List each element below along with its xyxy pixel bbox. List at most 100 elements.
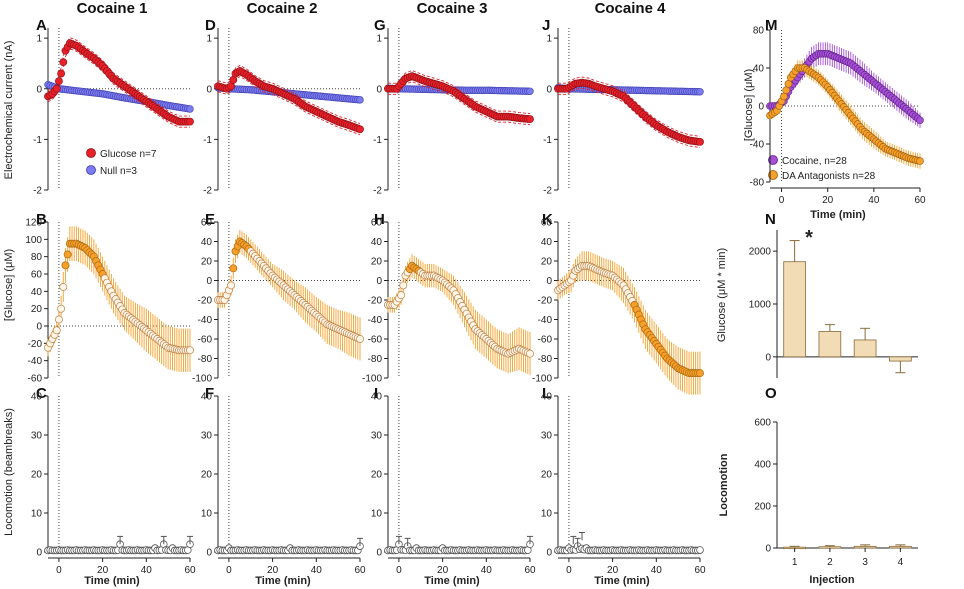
panel-J-ytick-label-0: 1 (546, 34, 552, 45)
panel-N-bar-3 (853, 339, 877, 358)
panel-H-ytick-label-0: 60 (371, 218, 383, 229)
panel-C-ytick-label-2: 20 (31, 470, 43, 481)
panel-E-ytick-label-3: 0 (206, 276, 212, 287)
panel-M-ytick-label-4: -80 (750, 178, 765, 189)
panel-A-ytick-label-0: 1 (36, 34, 42, 45)
panel-A-null-point (186, 105, 194, 113)
panel-letter-D: D (205, 17, 216, 34)
panel-M-point-1 (782, 86, 790, 94)
panel-G-glucose-point (526, 115, 534, 124)
time-xlabel-3: Time (min) (424, 575, 480, 587)
panel-G-null-point (526, 87, 534, 95)
panel-M-point-1 (784, 80, 793, 88)
panel-K-ytick-label-2: 20 (541, 257, 553, 268)
panel-I-xtick-label-2: 40 (481, 565, 493, 576)
panel-C-xtick-label-1: 20 (97, 565, 109, 576)
panel-E-ytick-label-7: -80 (198, 354, 213, 365)
panel-K-glucose-point (696, 369, 704, 378)
panel-D-null-point (356, 96, 364, 104)
panel-K-ytick-label-8: -100 (532, 374, 552, 385)
panel-K-ytick-label-4: -20 (538, 296, 553, 307)
panel-F-xtick-label-0: 0 (226, 565, 232, 576)
row1-ylabel: Electrochemical current (nA) (3, 41, 15, 180)
panel-letter-A: A (36, 17, 47, 34)
panel-A-ytick-label-1: 0 (36, 84, 42, 95)
panel-D-sem-dn (217, 76, 361, 136)
panel-K-ytick-label-7: -80 (538, 354, 553, 365)
panel-B-ytick-label-6: 0 (36, 322, 42, 333)
panel-A-glucose-point (57, 69, 66, 78)
panel-H-ytick-label-1: 40 (371, 237, 383, 248)
panel-J-sem-up (558, 76, 701, 137)
panel-B-ytick-label-0: 120 (25, 218, 42, 229)
panel-G-ytick-label-1: 0 (376, 84, 382, 95)
panel-A-ytick-label-2: -1 (33, 135, 42, 146)
panel-H-ytick-label-7: -80 (368, 354, 383, 365)
panel-O-xtick-label-3: 4 (898, 557, 904, 568)
legend-marker-glucose (86, 148, 96, 158)
panel-M-point-0 (916, 116, 924, 125)
panel-A-sem-up (47, 37, 190, 117)
time-xlabel-2: Time (min) (255, 575, 311, 587)
panel-E-ytick-label-8: -100 (192, 374, 212, 385)
panel-N-bar-1 (783, 261, 806, 358)
panel-H-ytick-label-3: 0 (376, 276, 382, 287)
plot-layer: 10-1-210-1-210-1-210-1-2120100806040200-… (25, 26, 926, 577)
panel-H-ytick-label-2: 20 (371, 257, 383, 268)
panel-M-point-1 (916, 157, 924, 165)
panel-B-glucose-point (61, 261, 70, 270)
panel-I-xtick-label-1: 20 (437, 565, 449, 576)
panel-M-xtick-label-1: 20 (822, 195, 834, 206)
panel-E-ytick-label-2: 20 (201, 257, 213, 268)
panel-A-ytick-label-3: -2 (33, 186, 42, 197)
panel-E-ytick-label-0: 60 (201, 218, 213, 229)
panel-D-ytick-label-2: -1 (203, 135, 212, 146)
panel-H-ytick-label-8: -100 (362, 374, 382, 385)
column-title-3: Cocaine 3 (417, 0, 488, 17)
panel-N-ytick-label-1: 1000 (749, 300, 772, 311)
panel-H-ytick-label-4: -20 (368, 296, 383, 307)
panel-K-ytick-label-1: 40 (541, 237, 553, 248)
panel-L-xtick-label-3: 60 (694, 565, 706, 576)
panel-M-ytick-label-2: 0 (758, 102, 764, 113)
panel-D-ytick-label-0: 1 (206, 34, 212, 45)
panel-letter-I: I (374, 385, 378, 402)
panel-L-xtick-label-1: 20 (607, 565, 619, 576)
panel-C-ytick-label-0: 40 (31, 392, 43, 403)
legend-da: DA Antagonists n=28 (782, 171, 876, 182)
panel-G-ytick-label-2: -1 (373, 135, 382, 146)
panel-B-glucose-point (63, 250, 72, 259)
panel-G-sem-dn (388, 81, 531, 126)
panel-F-ytick-label-3: 10 (201, 509, 213, 520)
significance-star: * (805, 227, 813, 249)
n-ylabel: Glucose (μM * min) (716, 248, 728, 342)
panel-M-xtick-label-0: 0 (779, 195, 785, 206)
panel-G-ytick-label-0: 1 (376, 34, 382, 45)
panel-L-xtick-label-0: 0 (566, 565, 572, 576)
panel-N-ytick-label-0: 2000 (749, 247, 772, 258)
panel-G-ytick-label-3: -2 (373, 186, 382, 197)
panel-B-glucose-point (186, 346, 194, 355)
panel-H-glucose-point (397, 291, 406, 300)
panel-O-xtick-label-1: 2 (827, 557, 833, 568)
panel-C-ytick-label-3: 10 (31, 509, 43, 520)
panel-L-ytick-label-1: 30 (541, 431, 553, 442)
panel-H-glucose-point (399, 281, 408, 290)
panel-O-xtick-label-0: 1 (792, 557, 798, 568)
panel-A-glucose-point (55, 77, 63, 86)
panel-J-ytick-label-3: -2 (543, 186, 552, 197)
panel-O-ytick-label-0: 600 (754, 418, 771, 429)
legend-glucose: Glucose n=7 (100, 149, 157, 160)
panel-letter-B: B (36, 211, 47, 228)
panel-letter-G: G (374, 17, 386, 34)
panel-F-xtick-label-3: 60 (354, 565, 366, 576)
legend-cocaine: Cocaine, n=28 (782, 156, 847, 167)
panel-letter-E: E (205, 211, 215, 228)
panel-letter-F: F (205, 385, 214, 402)
panel-A-glucose-point (52, 84, 61, 93)
panel-O-xtick-label-2: 3 (862, 557, 868, 568)
panel-K-ytick-label-5: -40 (538, 315, 553, 326)
m-ylabel: [Glucose] (μM) (743, 69, 755, 141)
panel-B-ytick-label-8: -40 (28, 356, 43, 367)
panel-B-glucose-point (59, 283, 68, 291)
